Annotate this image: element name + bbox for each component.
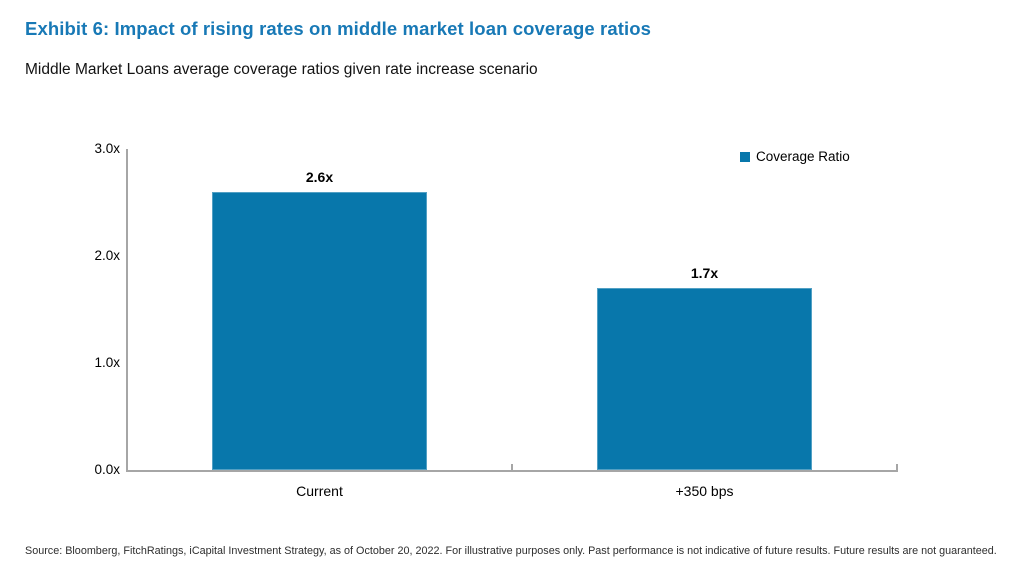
exhibit-title: Exhibit 6: Impact of rising rates on mid… xyxy=(25,18,651,39)
legend-label: Coverage Ratio xyxy=(756,149,850,164)
bar-current xyxy=(211,191,428,470)
x-axis-category-label: +350 bps xyxy=(675,483,734,499)
source-note: Source: Bloomberg, FitchRatings, iCapita… xyxy=(25,545,997,557)
y-axis-tick-label: 1.0x xyxy=(94,355,120,370)
bar-value-label: 2.6x xyxy=(305,168,334,185)
x-axis-tick xyxy=(896,464,898,470)
y-axis-tick-label: 2.0x xyxy=(94,248,120,263)
y-axis-tick-label: 3.0x xyxy=(94,141,120,156)
y-axis-line xyxy=(126,149,128,472)
y-axis-tick-label: 0.0x xyxy=(94,462,120,477)
bar--350-bps xyxy=(596,288,813,470)
x-axis-line xyxy=(126,470,898,472)
chart-legend: Coverage Ratio xyxy=(740,149,850,164)
x-axis-category-label: Current xyxy=(296,483,343,499)
legend-swatch xyxy=(740,151,750,162)
x-axis-tick xyxy=(511,464,513,470)
bar-value-label: 1.7x xyxy=(690,265,719,282)
chart-subtitle: Middle Market Loans average coverage rat… xyxy=(25,61,538,78)
